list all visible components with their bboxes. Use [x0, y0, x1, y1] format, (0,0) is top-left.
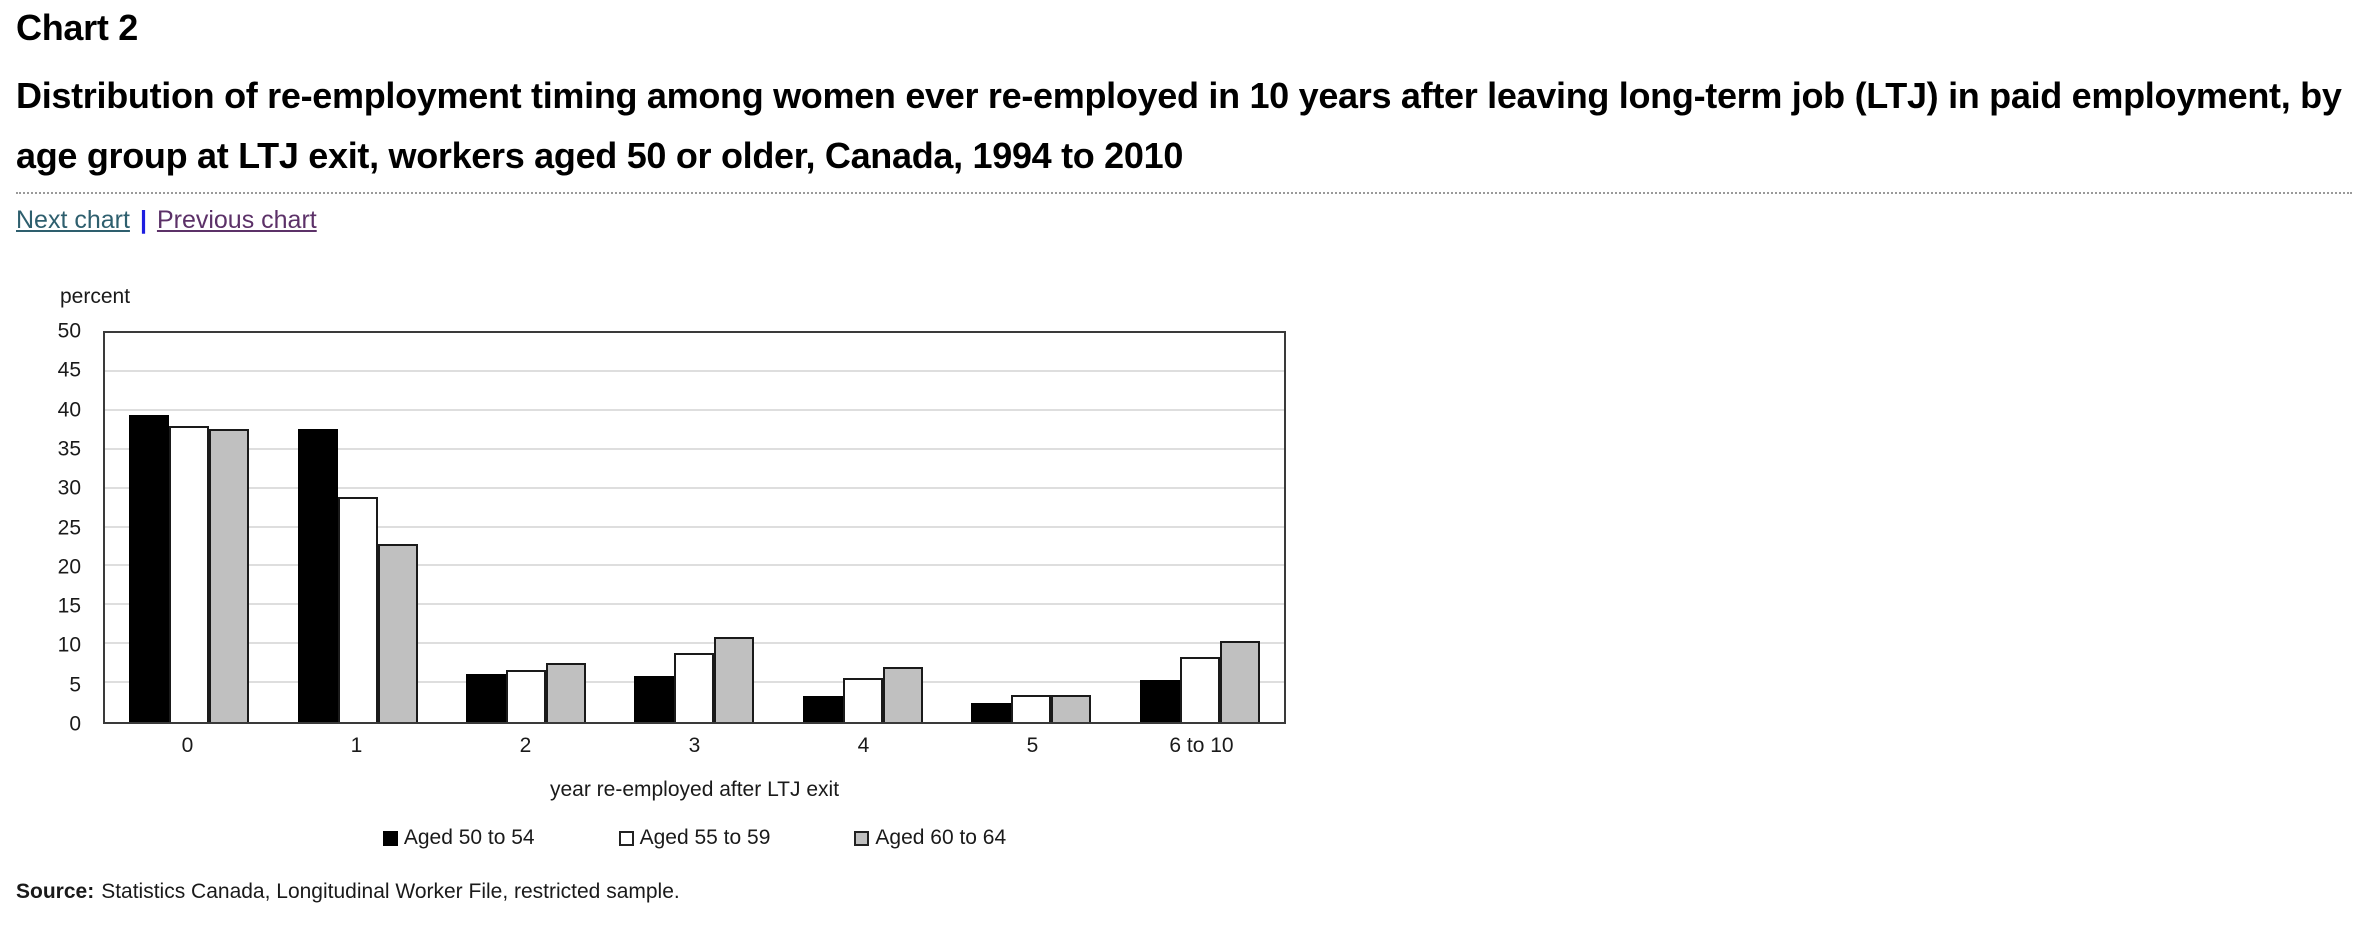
bar	[1139, 680, 1180, 722]
source-label: Source:	[16, 880, 95, 903]
chart-row: 0 5 10 15 20 25 30 35 40 45 50	[16, 321, 1286, 735]
legend-label: Aged 50 to 54	[403, 826, 535, 849]
gridline	[105, 408, 1284, 411]
legend-label: Aged 55 to 59	[639, 826, 771, 849]
bar	[506, 669, 547, 722]
plot-area	[103, 331, 1286, 724]
y-axis-unit-label: percent	[60, 285, 131, 308]
y-tick-label: 20	[57, 555, 81, 579]
x-axis-tick-labels: 0 1 2 3 4 5 6 to 10	[103, 734, 1286, 758]
bar	[674, 652, 715, 722]
bar	[466, 673, 507, 722]
y-axis: 0 5 10 15 20 25 30 35 40 45 50	[16, 321, 103, 735]
bar	[337, 497, 378, 722]
x-tick-label: 4	[857, 734, 870, 757]
gridline	[105, 369, 1284, 372]
legend-marker-icon	[382, 830, 398, 846]
chart-nav: Next chart | Previous chart	[16, 206, 2352, 235]
x-tick-label: 0	[181, 734, 194, 757]
dotted-divider	[16, 192, 2352, 194]
bar	[634, 676, 675, 722]
x-tick-label: 6 to 10	[1169, 734, 1234, 757]
y-tick-label: 30	[57, 476, 81, 500]
legend-marker-icon	[854, 830, 870, 846]
bar-group	[610, 333, 778, 722]
bar	[377, 543, 418, 722]
legend: Aged 50 to 54 Aged 55 to 59 Aged 60 to 64	[103, 826, 1286, 850]
legend-item: Aged 55 to 59	[618, 826, 771, 850]
gridline	[105, 486, 1284, 489]
bar-group	[105, 333, 273, 722]
y-tick-label: 35	[57, 437, 81, 461]
y-tick-label: 0	[69, 712, 81, 736]
bar	[1051, 694, 1092, 722]
bar-group	[947, 333, 1115, 722]
legend-item: Aged 50 to 54	[382, 826, 535, 850]
previous-chart-link[interactable]: Previous chart	[156, 206, 317, 234]
bar	[129, 414, 170, 722]
bar-groups	[105, 333, 1284, 722]
x-axis-title: year re-employed after LTJ exit	[549, 778, 840, 801]
bar	[209, 429, 250, 722]
chart-label: Chart 2	[16, 7, 138, 48]
legend-item: Aged 60 to 64	[854, 826, 1006, 850]
next-chart-link[interactable]: Next chart	[16, 206, 130, 234]
legend-marker-icon	[618, 830, 634, 846]
page-title: Distribution of re-employment timing amo…	[16, 75, 2342, 176]
nav-separator: |	[139, 206, 147, 234]
x-tick-label: 2	[519, 734, 532, 757]
bar	[297, 429, 338, 722]
x-tick-label: 1	[350, 734, 363, 757]
bar	[842, 678, 883, 722]
source-note: Source: Statistics Canada, Longitudinal W…	[16, 880, 2352, 904]
bar	[971, 703, 1012, 722]
gridline	[105, 603, 1284, 606]
bar	[1179, 656, 1220, 722]
bar	[546, 662, 587, 722]
gridline	[105, 564, 1284, 567]
bar-group	[1116, 333, 1284, 722]
gridline	[105, 447, 1284, 450]
bar-group	[273, 333, 441, 722]
gridline	[105, 525, 1284, 528]
bar-group	[779, 333, 947, 722]
source-text: Statistics Canada, Longitudinal Worker F…	[101, 880, 680, 903]
y-tick-label: 15	[57, 594, 81, 618]
y-tick-label: 5	[69, 673, 81, 697]
bar	[1011, 694, 1052, 722]
x-tick-label: 3	[688, 734, 701, 757]
x-tick-label: 5	[1026, 734, 1039, 757]
bar-group	[442, 333, 610, 722]
y-tick-label: 40	[57, 398, 81, 422]
y-tick-label: 50	[57, 319, 81, 343]
bar	[169, 425, 210, 722]
bar	[714, 637, 755, 722]
gridline	[105, 642, 1284, 645]
y-tick-label: 45	[57, 358, 81, 382]
y-tick-label: 25	[57, 516, 81, 539]
bar	[802, 695, 843, 722]
y-tick-label: 10	[57, 633, 81, 657]
bar	[1219, 641, 1260, 722]
page: Chart 2 Distribution of re-employment ti…	[16, 7, 2352, 904]
legend-label: Aged 60 to 64	[875, 826, 1007, 849]
bar	[882, 666, 923, 722]
